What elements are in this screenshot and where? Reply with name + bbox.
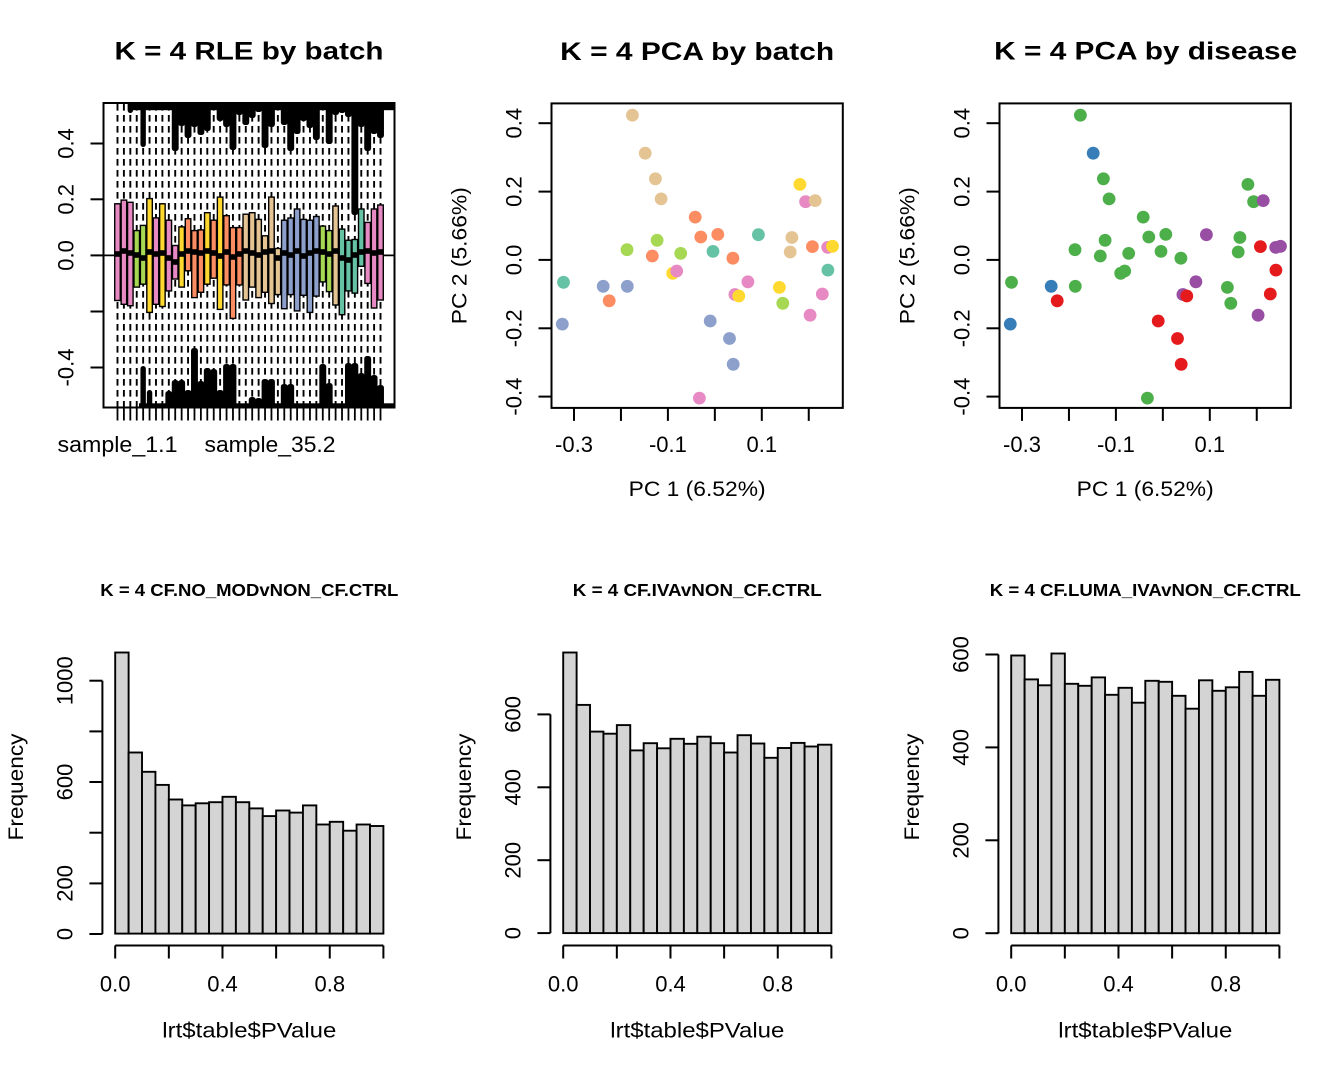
svg-text:0.0: 0.0 (100, 971, 131, 996)
svg-text:-0.2: -0.2 (502, 309, 527, 347)
svg-text:K = 4 CF.NO_MODvNON_CF.CTRL: K = 4 CF.NO_MODvNON_CF.CTRL (100, 580, 398, 600)
svg-text:0.8: 0.8 (1211, 971, 1242, 996)
svg-text:0: 0 (52, 928, 77, 940)
svg-text:-0.2: -0.2 (950, 309, 975, 347)
svg-text:600: 600 (52, 764, 77, 801)
svg-text:0.2: 0.2 (54, 184, 79, 215)
svg-text:Frequency: Frequency (4, 733, 28, 840)
svg-text:0.0: 0.0 (502, 245, 527, 276)
svg-text:0.4: 0.4 (207, 971, 238, 996)
svg-text:-0.4: -0.4 (502, 378, 527, 416)
svg-text:0.8: 0.8 (763, 971, 794, 996)
svg-text:0.0: 0.0 (950, 245, 975, 276)
svg-text:200: 200 (948, 822, 973, 859)
svg-text:0.0: 0.0 (996, 971, 1027, 996)
svg-text:PC 1 (6.52%): PC 1 (6.52%) (629, 477, 766, 501)
svg-text:lrt$table$PValue: lrt$table$PValue (610, 1019, 784, 1043)
svg-text:1000: 1000 (52, 656, 77, 705)
svg-text:-0.4: -0.4 (54, 349, 79, 387)
svg-text:PC 2 (5.66%): PC 2 (5.66%) (896, 187, 920, 324)
svg-text:-0.3: -0.3 (555, 432, 593, 457)
svg-text:0.4: 0.4 (655, 971, 686, 996)
svg-text:0.0: 0.0 (548, 971, 579, 996)
svg-text:K = 4 CF.IVAvNON_CF.CTRL: K = 4 CF.IVAvNON_CF.CTRL (573, 580, 822, 600)
svg-text:-0.3: -0.3 (1003, 432, 1041, 457)
svg-text:sample_1.1: sample_1.1 (58, 432, 178, 457)
svg-text:0: 0 (948, 927, 973, 939)
svg-text:0.4: 0.4 (950, 108, 975, 139)
svg-text:0.4: 0.4 (1103, 971, 1134, 996)
svg-text:lrt$table$PValue: lrt$table$PValue (1058, 1019, 1232, 1043)
svg-text:K = 4 RLE by batch: K = 4 RLE by batch (115, 38, 384, 66)
svg-text:lrt$table$PValue: lrt$table$PValue (162, 1019, 336, 1043)
svg-text:0.1: 0.1 (1195, 432, 1226, 457)
svg-text:-0.1: -0.1 (649, 432, 687, 457)
svg-text:K = 4 PCA by batch: K = 4 PCA by batch (560, 38, 834, 66)
svg-text:Frequency: Frequency (900, 733, 924, 840)
svg-text:600: 600 (500, 696, 525, 733)
svg-text:600: 600 (948, 636, 973, 673)
svg-text:0.0: 0.0 (54, 240, 79, 271)
svg-text:200: 200 (500, 842, 525, 879)
svg-text:0.2: 0.2 (502, 176, 527, 207)
svg-text:Frequency: Frequency (452, 733, 476, 840)
svg-text:400: 400 (500, 769, 525, 806)
svg-text:0.4: 0.4 (502, 108, 527, 139)
svg-text:0.4: 0.4 (54, 128, 79, 159)
svg-text:400: 400 (948, 729, 973, 766)
svg-text:-0.1: -0.1 (1097, 432, 1135, 457)
svg-text:200: 200 (52, 865, 77, 902)
svg-text:0.2: 0.2 (950, 176, 975, 207)
svg-text:sample_35.2: sample_35.2 (205, 432, 336, 457)
svg-text:0: 0 (500, 927, 525, 939)
svg-text:0.8: 0.8 (315, 971, 346, 996)
svg-text:PC 1 (6.52%): PC 1 (6.52%) (1077, 477, 1214, 501)
svg-text:-0.4: -0.4 (950, 378, 975, 416)
svg-text:K = 4 CF.LUMA_IVAvNON_CF.CTRL: K = 4 CF.LUMA_IVAvNON_CF.CTRL (990, 580, 1301, 600)
svg-text:0.1: 0.1 (747, 432, 778, 457)
svg-text:K = 4 PCA by disease: K = 4 PCA by disease (994, 38, 1297, 66)
svg-text:PC 2 (5.66%): PC 2 (5.66%) (448, 187, 472, 324)
